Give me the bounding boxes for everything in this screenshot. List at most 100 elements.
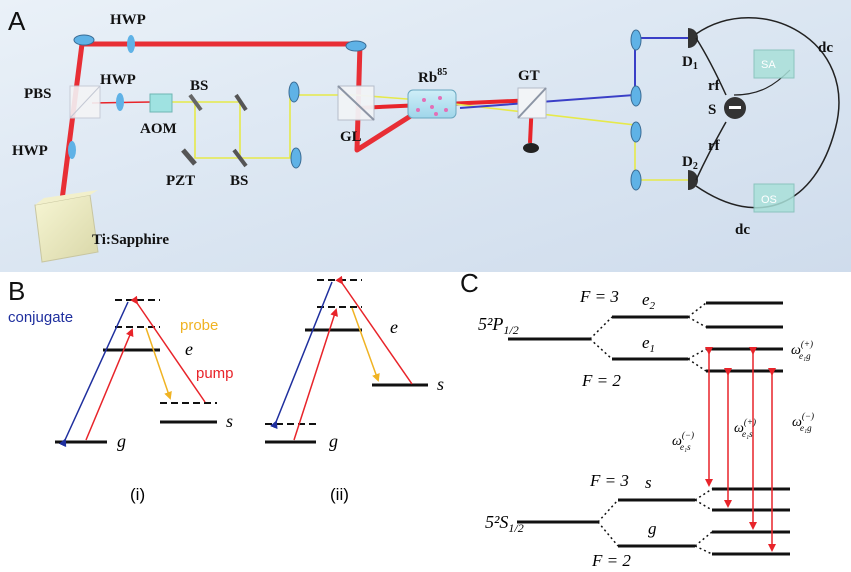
omega-e1s-minus: ω(−) e₁s <box>672 430 694 452</box>
dotted-split <box>687 358 707 372</box>
omega-e1s-plus-sup: (+) <box>744 417 756 427</box>
ti-sapphire-laser <box>34 190 99 263</box>
p-term-main: 5²P <box>478 314 503 334</box>
dc2-label: dc <box>735 222 750 238</box>
s-term-label: 5²S1/2 <box>485 512 524 535</box>
mirror-icon <box>630 85 642 107</box>
ti-sapphire-label: Ti:Sapphire <box>92 232 169 248</box>
mirror-icon <box>234 93 248 112</box>
omega-e1g-plus-sup: (+) <box>801 339 813 349</box>
g-label: g <box>648 519 657 538</box>
e1-index: 1 <box>650 343 656 355</box>
rf1-label: rf <box>708 78 721 94</box>
mirror-icon <box>630 169 642 191</box>
omega-e1g-minus-sub: e₁g <box>800 423 812 433</box>
mirror-icon <box>630 29 642 51</box>
dotted-split <box>589 338 613 360</box>
panel-a: A Ti:Sapphire PBS HWP HWP HWP <box>0 0 851 272</box>
pzt-label: PZT <box>166 173 195 189</box>
omega-e1s-minus-sub: e₁s <box>680 442 691 452</box>
d2-label-main: D <box>682 154 693 170</box>
omega-e1g-minus-symbol: ω <box>792 415 802 430</box>
omega-e1g-plus-symbol: ω <box>791 343 801 358</box>
bs1-label: BS <box>190 78 208 94</box>
glan-thompson-prism <box>517 87 547 119</box>
hwp-waveplate-3 <box>68 141 76 159</box>
d2-label: D2 <box>682 154 698 172</box>
hwp-waveplate-2 <box>116 93 124 111</box>
omega-e1s-minus-sup: (−) <box>682 430 694 440</box>
conjugate-arrow <box>58 301 129 448</box>
dotted-split <box>694 499 713 511</box>
d1-label-main: D <box>682 54 693 70</box>
aom-label: AOM <box>140 121 177 137</box>
dotted-split <box>597 499 619 523</box>
d2-label-index: 2 <box>693 161 698 172</box>
rf2-label: rf <box>708 138 721 154</box>
hwp1-label: HWP <box>110 12 146 28</box>
dotted-split <box>694 531 713 547</box>
dotted-split <box>687 316 707 328</box>
conjugate-arrow <box>270 281 333 430</box>
level-g-label-2: g <box>329 431 338 451</box>
f3-top-label: F = 3 <box>579 287 619 306</box>
dc1-label: dc <box>818 40 833 56</box>
pump-arrow <box>335 275 413 385</box>
bs2-label: BS <box>230 173 248 189</box>
panel-b-letter: B <box>8 276 25 306</box>
pump-arrow <box>130 295 206 403</box>
panel-c-letter: C <box>460 268 479 298</box>
hwp3-label: HWP <box>12 143 48 159</box>
rf-wire-1 <box>695 37 727 96</box>
conjugate-beam <box>459 37 688 109</box>
probe-arrow <box>145 327 172 400</box>
e2-index: 2 <box>650 300 656 312</box>
pump-arrow <box>293 308 338 441</box>
omega-e1s-minus-symbol: ω <box>672 434 682 449</box>
level-s-label-2: s <box>437 374 444 394</box>
probe-beam <box>160 101 241 159</box>
rb-label-isotope: 85 <box>437 67 447 78</box>
dotted-split <box>687 302 707 318</box>
f3-bot-label: F = 3 <box>589 471 629 490</box>
panel-a-letter: A <box>8 6 26 36</box>
mirror-icon <box>73 34 95 46</box>
mirror-icon <box>345 40 367 52</box>
subtractor-label: S <box>708 102 716 118</box>
hwp-waveplate-1 <box>127 35 135 53</box>
beamsplitter-icon <box>232 148 248 168</box>
e2-label: e2 <box>642 290 656 312</box>
rb-label-main: Rb <box>418 70 437 86</box>
panel-c: C 5²P1/2 F = 3 F = 2 e2 e1 5²S1/2 F = 3 … <box>460 268 814 570</box>
os-label: OS <box>761 194 777 206</box>
beam-dump-icon <box>523 143 539 153</box>
mirror-icon <box>290 147 302 169</box>
dotted-split <box>597 521 619 547</box>
pbs-label: PBS <box>24 86 52 102</box>
detector-d2-icon <box>688 170 698 190</box>
mirror-icon <box>630 121 642 143</box>
omega-e1s-plus-symbol: ω <box>734 421 744 436</box>
e1-main: e <box>642 333 650 352</box>
detector-d1-icon <box>688 28 698 48</box>
glan-laser-prism <box>337 85 375 121</box>
d1-label-index: 1 <box>693 61 698 72</box>
rb-label: Rb85 <box>418 67 447 86</box>
s-term-main: 5²S <box>485 512 508 532</box>
aom-block <box>149 93 173 113</box>
d1-label: D1 <box>682 54 698 72</box>
gl-label: GL <box>340 129 362 145</box>
mirror-icon <box>288 81 300 103</box>
rb85-vapor-cell <box>407 89 457 119</box>
p-term-label: 5²P1/2 <box>478 314 519 337</box>
caption-i: (i) <box>130 485 145 504</box>
panel-b: B conjugate probe pump e s g (i) e s g (… <box>8 275 444 504</box>
oscilloscope-box <box>753 183 795 213</box>
omega-e1g-plus-sub: e₁g <box>799 351 811 361</box>
omega-e1s-plus: ω(+) e₁s <box>734 417 756 439</box>
caption-ii: (ii) <box>330 485 349 504</box>
dotted-split <box>694 545 713 555</box>
e2-main: e <box>642 290 650 309</box>
e1-label: e1 <box>642 333 655 355</box>
s-label: s <box>645 473 652 492</box>
